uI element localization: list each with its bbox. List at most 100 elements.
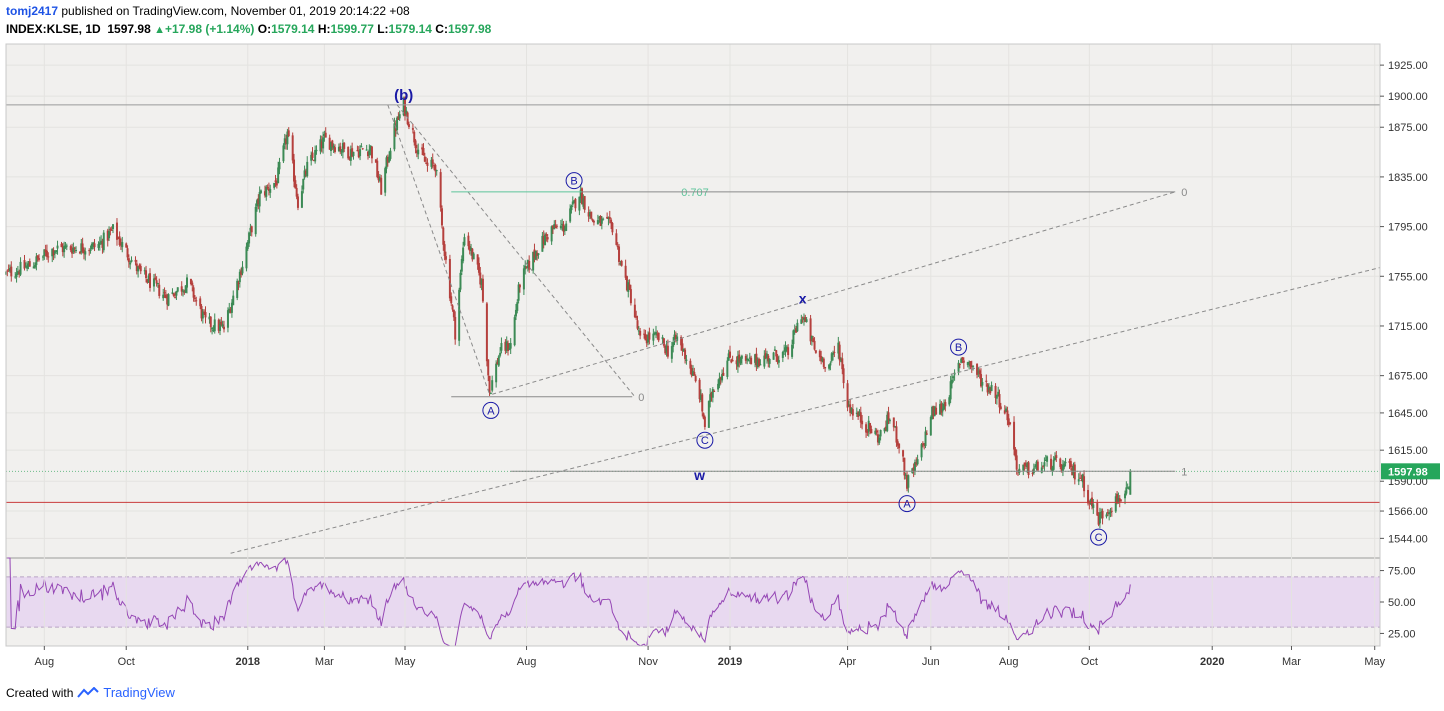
candle-body: [349, 149, 352, 161]
candle-body: [477, 262, 480, 273]
candle-body: [596, 220, 599, 225]
candle-body: [265, 186, 268, 197]
candle-body: [1013, 421, 1016, 450]
rsi-pane[interactable]: [6, 557, 1380, 647]
candle-body: [608, 216, 611, 219]
candle-body: [647, 334, 650, 343]
time-tick-label: Oct: [1081, 656, 1098, 668]
candle-body: [579, 189, 582, 199]
candle-body: [536, 252, 539, 256]
candle-body: [699, 395, 702, 400]
candle-body: [1120, 499, 1123, 501]
candle-body: [876, 434, 879, 443]
time-tick-label: Apr: [839, 656, 856, 668]
candle-body: [291, 135, 294, 161]
candle-body: [421, 147, 424, 150]
candle-body: [943, 403, 946, 410]
candle-body: [155, 280, 158, 284]
candle-body: [6, 270, 9, 272]
candle-body: [1014, 448, 1017, 457]
candle-body: [869, 423, 872, 429]
candle-body: [1003, 410, 1006, 414]
candle-body: [134, 260, 137, 262]
candle-body: [203, 311, 206, 313]
candle-body: [1098, 512, 1101, 524]
candle-body: [879, 430, 882, 437]
time-tick-label: Jun: [922, 656, 940, 668]
candle-body: [275, 180, 278, 186]
candle-body: [306, 161, 309, 177]
candle-body: [841, 358, 844, 370]
candle-body: [357, 151, 360, 158]
candle-body: [949, 381, 952, 400]
candle-body: [508, 348, 511, 350]
time-tick-label: May: [1364, 656, 1385, 668]
candle-body: [304, 170, 307, 175]
drawings[interactable]: 0.707 0 0 1 (b) A B Cw x A B C: [6, 87, 1381, 554]
rsi-band: [6, 576, 1380, 628]
candle-body: [839, 360, 842, 362]
candle-body: [413, 131, 416, 143]
candle-body: [553, 224, 556, 230]
candle-body: [15, 273, 18, 278]
candle-body: [783, 350, 786, 352]
candle-body: [45, 250, 48, 257]
candle-body: [970, 365, 973, 368]
candle-body: [183, 291, 186, 293]
candle-body: [933, 406, 936, 416]
candle-body: [645, 339, 648, 344]
candle-body: [507, 343, 510, 351]
tradingview-logo-icon: [77, 686, 100, 698]
candle-body: [36, 255, 39, 259]
symbol-label[interactable]: INDEX:KLSE, 1D: [6, 22, 101, 36]
candle-body: [859, 412, 862, 423]
candle-body: [295, 187, 298, 197]
candle-body: [682, 348, 685, 352]
candles[interactable]: [5, 96, 1132, 529]
candle-body: [627, 282, 630, 292]
candle-body: [302, 179, 305, 190]
candle-body: [422, 147, 425, 156]
candle-body: [690, 368, 693, 376]
candle-body: [610, 219, 613, 224]
candle-body: [93, 243, 96, 248]
candle-body: [402, 98, 405, 116]
candle-body: [830, 353, 833, 361]
wave-label: A: [487, 405, 495, 417]
candle-body: [106, 230, 109, 241]
candle-body: [376, 160, 379, 177]
candle-body: [689, 360, 692, 369]
candle-body: [176, 287, 179, 292]
candle-body: [63, 245, 66, 253]
candle-body: [920, 444, 923, 458]
candle-body: [703, 416, 706, 427]
candle-body: [444, 256, 447, 260]
candle-body: [643, 333, 646, 335]
candle-body: [110, 229, 113, 231]
candle-body: [331, 140, 334, 147]
candle-body: [911, 468, 914, 473]
candle-body: [388, 156, 391, 162]
candle-body: [611, 222, 614, 233]
candle-body: [193, 297, 196, 299]
candle-body: [829, 363, 832, 366]
candle-body: [746, 358, 749, 361]
candle-body: [238, 271, 241, 283]
tradingview-brand-link[interactable]: TradingView: [103, 685, 175, 700]
price-tick-label: 1875.00: [1388, 122, 1428, 134]
candle-body: [656, 334, 659, 336]
candle-body: [528, 260, 531, 270]
candle-body: [347, 146, 350, 159]
candle-body: [904, 474, 907, 476]
author-link[interactable]: tomj2417: [6, 4, 59, 18]
candle-body: [1124, 493, 1127, 499]
candle-body: [89, 250, 92, 252]
plot-area[interactable]: [6, 44, 1380, 646]
candle-body: [480, 279, 483, 285]
candle-body: [573, 200, 576, 204]
candle-body: [1069, 461, 1072, 468]
candle-body: [479, 272, 482, 285]
candle-body: [226, 310, 229, 328]
candle-body: [962, 360, 965, 363]
